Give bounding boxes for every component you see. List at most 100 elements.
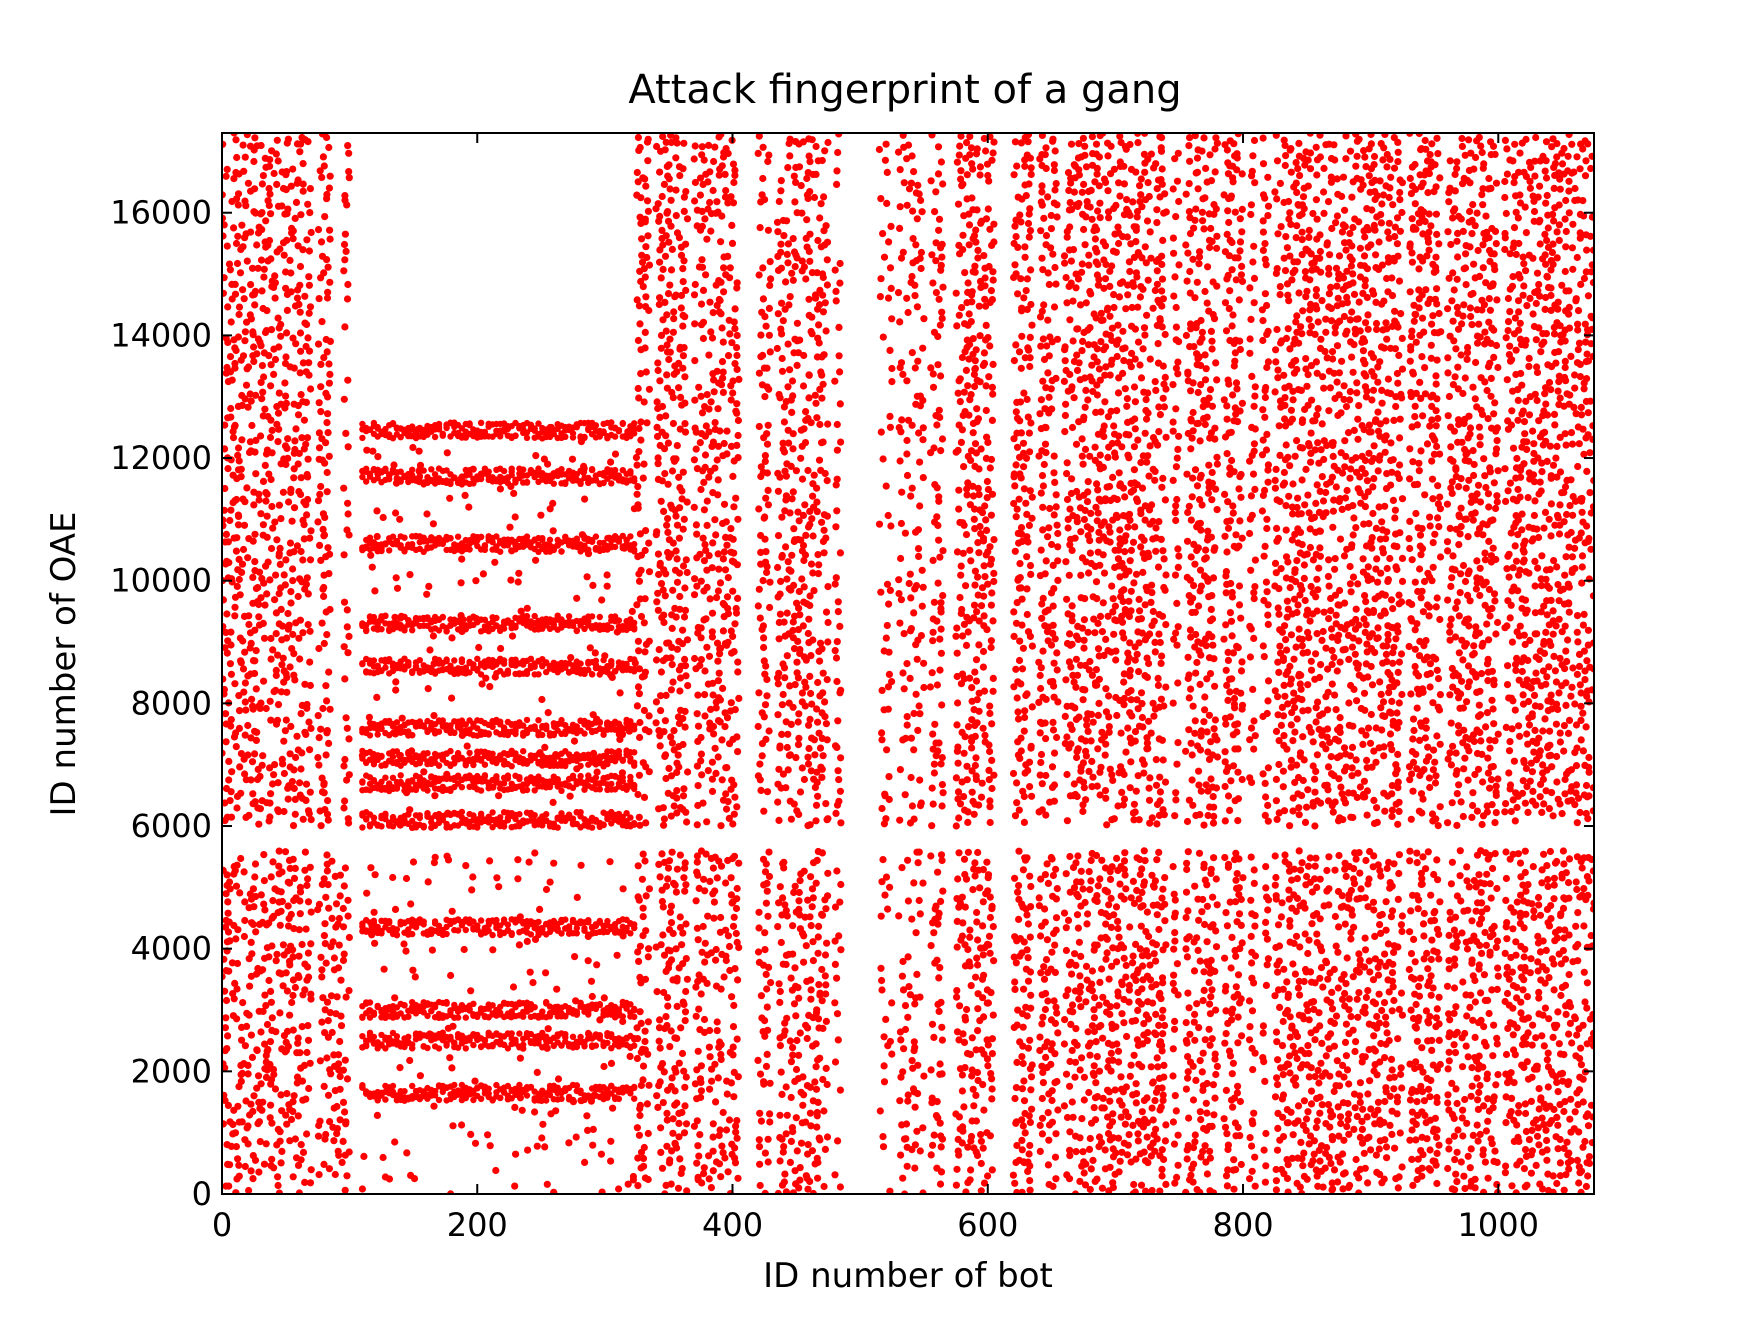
scatter-point <box>325 739 333 748</box>
scatter-point <box>239 637 247 645</box>
scatter-point <box>248 950 256 958</box>
scatter-point <box>933 1098 941 1106</box>
scatter-point <box>222 1024 229 1032</box>
scatter-point <box>1082 998 1090 1006</box>
scatter-point <box>660 815 669 823</box>
scatter-point <box>1021 253 1029 261</box>
scatter-point <box>314 1132 323 1140</box>
scatter-point <box>222 530 230 539</box>
scatter-point <box>246 311 254 319</box>
scatter-point <box>823 256 831 264</box>
scatter-point <box>296 369 304 377</box>
scatter-point <box>934 747 942 755</box>
scatter-point <box>1042 811 1050 819</box>
scatter-point <box>713 874 721 882</box>
scatter-point <box>1071 1073 1079 1081</box>
scatter-point <box>306 1179 315 1187</box>
scatter-point <box>895 424 903 432</box>
scatter-point <box>239 545 248 554</box>
scatter-point <box>284 878 292 886</box>
scatter-point <box>255 490 263 498</box>
scatter-point <box>443 852 451 860</box>
scatter-point <box>598 596 606 604</box>
scatter-point <box>917 248 926 257</box>
scatter-point <box>988 589 996 597</box>
scatter-point <box>237 789 245 797</box>
scatter-point <box>322 682 330 690</box>
scatter-point <box>641 1037 649 1046</box>
scatter-point <box>730 503 738 511</box>
scatter-point <box>908 272 916 281</box>
scatter-point <box>802 942 810 950</box>
scatter-point <box>885 600 893 608</box>
scatter-point <box>267 255 275 263</box>
scatter-point <box>251 287 259 295</box>
scatter-point <box>979 663 988 671</box>
scatter-point <box>222 644 229 652</box>
scatter-point <box>252 391 260 399</box>
scatter-point <box>1026 1177 1034 1185</box>
scatter-point <box>1037 396 1045 404</box>
scatter-point <box>766 1079 774 1087</box>
scatter-point <box>964 382 972 390</box>
scatter-point <box>265 919 273 927</box>
scatter-point <box>980 562 988 570</box>
scatter-point <box>542 885 551 894</box>
scatter-point <box>572 1133 580 1141</box>
scatter-point <box>1047 1060 1055 1068</box>
scatter-point <box>783 1111 791 1119</box>
scatter-point <box>764 226 773 234</box>
scatter-point <box>326 705 334 713</box>
scatter-point <box>984 887 992 895</box>
scatter-point <box>598 1188 606 1194</box>
scatter-point <box>1040 214 1048 222</box>
scatter-point <box>266 1114 274 1122</box>
scatter-point <box>730 810 738 818</box>
scatter-point <box>734 515 742 523</box>
scatter-point <box>1017 429 1025 437</box>
scatter-point <box>761 946 769 954</box>
scatter-point <box>729 1023 738 1031</box>
scatter-point <box>636 973 644 982</box>
scatter-point <box>812 801 821 809</box>
scatter-point <box>663 1109 671 1117</box>
scatter-point <box>1027 164 1035 172</box>
scatter-point <box>447 971 455 980</box>
scatter-point <box>835 323 843 331</box>
scatter-point <box>819 1075 827 1084</box>
scatter-point <box>782 278 790 286</box>
scatter-point <box>794 718 802 726</box>
scatter-point <box>633 702 642 710</box>
scatter-point <box>1042 449 1050 457</box>
scatter-point <box>334 1147 342 1155</box>
scatter-point <box>927 942 935 950</box>
scatter-point <box>808 903 816 911</box>
scatter-point <box>655 1037 663 1045</box>
scatter-point <box>260 634 269 642</box>
scatter-point <box>973 145 981 153</box>
scatter-point <box>654 460 662 468</box>
scatter-point <box>321 806 329 814</box>
scatter-point <box>727 891 736 899</box>
scatter-point <box>981 282 989 290</box>
scatter-point <box>959 549 967 557</box>
scatter-point <box>713 198 721 206</box>
scatter-point <box>812 142 820 151</box>
scatter-point <box>239 352 248 360</box>
scatter-point <box>986 702 994 710</box>
scatter-point <box>1048 763 1057 771</box>
scatter-point <box>373 532 381 541</box>
scatter-point <box>676 687 684 695</box>
scatter-point <box>1051 1153 1060 1161</box>
scatter-point <box>641 546 649 555</box>
scatter-point <box>836 898 844 906</box>
scatter-point <box>973 608 981 616</box>
scatter-point <box>1048 1118 1056 1126</box>
scatter-point <box>471 1139 480 1147</box>
scatter-point <box>796 1176 804 1184</box>
scatter-point <box>1019 439 1028 447</box>
scatter-point <box>341 1108 349 1116</box>
scatter-point <box>1080 1158 1088 1166</box>
scatter-point <box>730 1068 738 1076</box>
scatter-point <box>264 1045 272 1054</box>
